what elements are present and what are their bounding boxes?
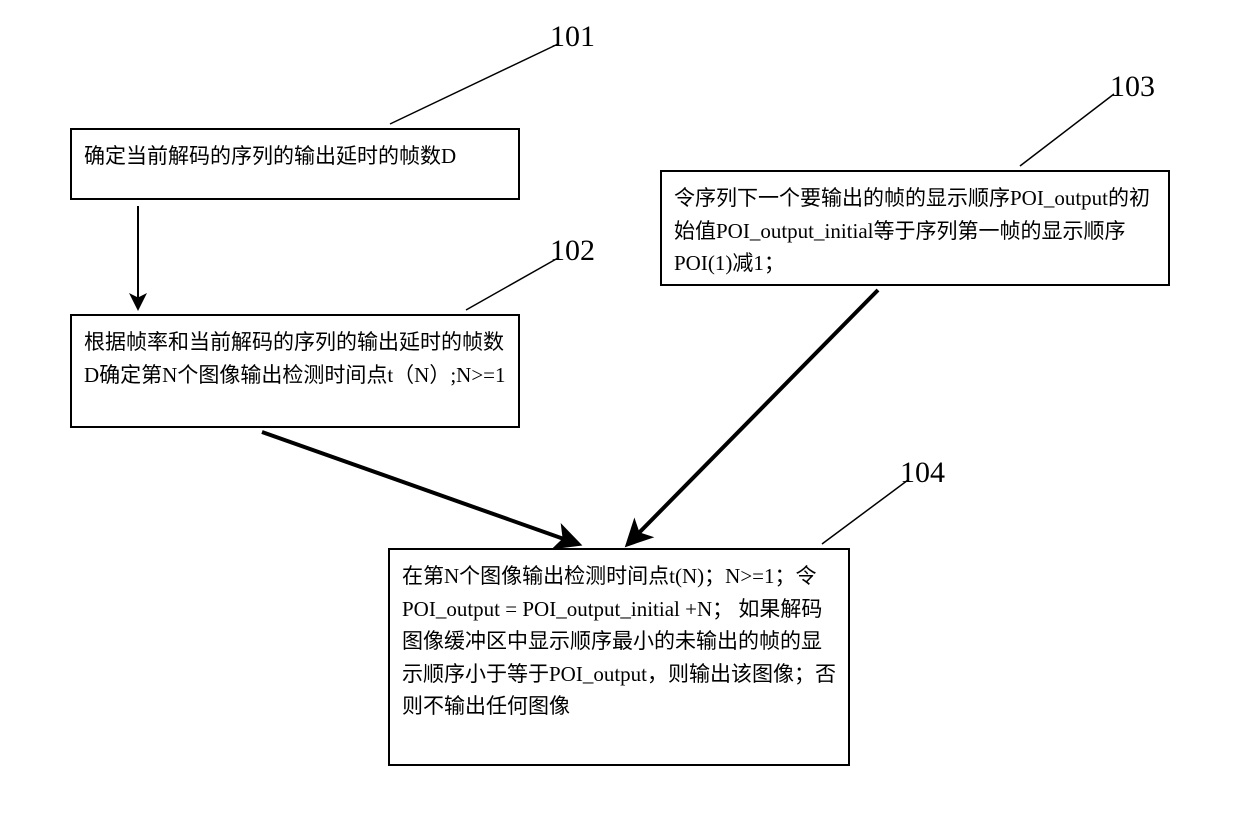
edge-103-104: [628, 290, 878, 544]
flowchart-stage: 确定当前解码的序列的输出延时的帧数D 101 根据帧率和当前解码的序列的输出延时…: [0, 0, 1240, 830]
label-104: 104: [900, 456, 945, 490]
leader-102: [466, 258, 558, 310]
node-102: 根据帧率和当前解码的序列的输出延时的帧数D确定第N个图像输出检测时间点t（N）;…: [70, 314, 520, 428]
node-101: 确定当前解码的序列的输出延时的帧数D: [70, 128, 520, 200]
leader-104: [822, 480, 908, 544]
edge-102-104: [262, 432, 578, 544]
label-101: 101: [550, 20, 595, 54]
label-103: 103: [1110, 70, 1155, 104]
leader-101: [390, 44, 558, 124]
node-104: 在第N个图像输出检测时间点t(N)；N>=1；令POI_output = POI…: [388, 548, 850, 766]
node-103-text: 令序列下一个要输出的帧的显示顺序POI_output的初始值POI_output…: [674, 186, 1150, 275]
node-101-text: 确定当前解码的序列的输出延时的帧数D: [84, 144, 456, 168]
node-103: 令序列下一个要输出的帧的显示顺序POI_output的初始值POI_output…: [660, 170, 1170, 286]
label-102: 102: [550, 234, 595, 268]
node-104-text: 在第N个图像输出检测时间点t(N)；N>=1；令POI_output = POI…: [402, 564, 836, 718]
node-102-text: 根据帧率和当前解码的序列的输出延时的帧数D确定第N个图像输出检测时间点t（N）;…: [84, 330, 506, 387]
leader-103: [1020, 94, 1114, 166]
